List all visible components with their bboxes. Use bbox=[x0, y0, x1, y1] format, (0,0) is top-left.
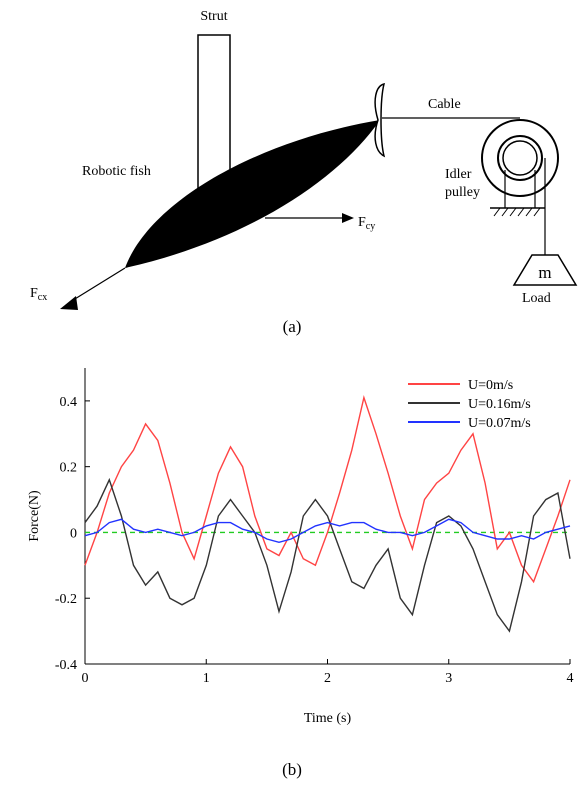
x-axis-label: Time (s) bbox=[304, 711, 352, 726]
label: m bbox=[538, 263, 551, 282]
arrow-head bbox=[342, 213, 354, 223]
force-label: Fcy bbox=[358, 215, 375, 232]
pulley-inner bbox=[497, 135, 543, 181]
caption: (b) bbox=[282, 760, 302, 779]
y-axis-label: Force(N) bbox=[27, 490, 42, 542]
pulley-hub bbox=[502, 140, 538, 176]
legend-label: U=0m/s bbox=[468, 378, 513, 393]
x-tick-label: 1 bbox=[203, 671, 210, 686]
y-tick-label: 0.4 bbox=[60, 395, 78, 410]
label: pulley bbox=[445, 185, 480, 200]
diagram: Strut Cable Robotic fish Idler pulley m … bbox=[30, 9, 578, 336]
series-line bbox=[84, 395, 571, 584]
label: Idler bbox=[445, 167, 472, 182]
arrow-head bbox=[60, 296, 78, 310]
fish-body bbox=[125, 120, 380, 268]
label: Strut bbox=[200, 9, 227, 24]
force-label: Fcx bbox=[30, 286, 47, 303]
legend-label: U=0.16m/s bbox=[468, 397, 531, 412]
caption: (a) bbox=[283, 317, 302, 336]
label: Robotic fish bbox=[82, 164, 151, 179]
chart: -0.4 -0.2 0 0.2 0.4 0 1 2 3 4 Time (s) Force(N) U=0m… bbox=[27, 368, 574, 726]
strut bbox=[197, 34, 231, 196]
label: Cable bbox=[428, 97, 461, 112]
arrow bbox=[69, 267, 126, 303]
propeller bbox=[374, 82, 386, 158]
x-tick-label: 4 bbox=[567, 671, 574, 686]
y-tick-label: -0.4 bbox=[55, 658, 77, 673]
y-tick-label: -0.2 bbox=[55, 592, 77, 607]
pulley-outer bbox=[481, 119, 559, 197]
legend-label: U=0.07m/s bbox=[468, 416, 531, 431]
y-tick-label: 0 bbox=[70, 526, 77, 541]
label: Load bbox=[522, 291, 551, 306]
x-tick-label: 0 bbox=[82, 671, 89, 686]
subscript: cx bbox=[38, 292, 47, 303]
load-weight bbox=[512, 254, 578, 286]
series-line bbox=[84, 518, 571, 544]
y-tick-label: 0.2 bbox=[60, 461, 78, 476]
symbol: F bbox=[358, 215, 366, 230]
series-line bbox=[84, 477, 571, 633]
x-tick-label: 2 bbox=[324, 671, 331, 686]
symbol: F bbox=[30, 286, 38, 301]
subscript: cy bbox=[366, 221, 375, 232]
x-tick-label: 3 bbox=[445, 671, 452, 686]
hatch bbox=[493, 207, 541, 217]
